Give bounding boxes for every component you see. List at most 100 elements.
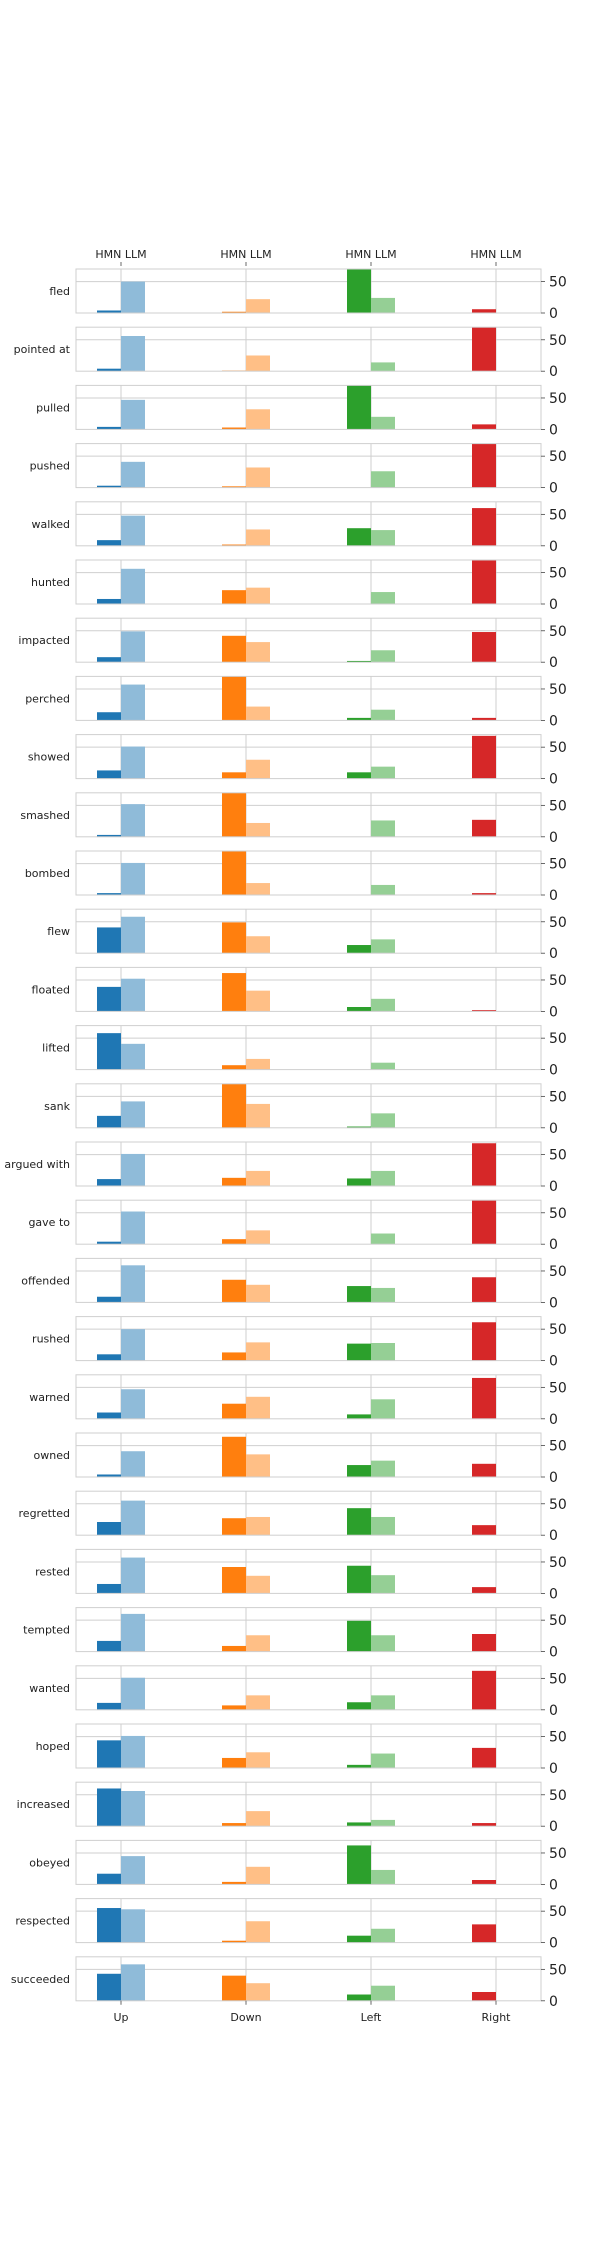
bar-hmn-left [347, 660, 371, 663]
bar-llm-down [246, 587, 270, 604]
bar-hmn-right [472, 1747, 496, 1768]
bar-llm-left [371, 1287, 395, 1303]
bar-llm-down [246, 1454, 270, 1477]
bar-hmn-down [222, 772, 246, 779]
y-tick-label: 50 [549, 391, 567, 407]
bar-llm-left [371, 1575, 395, 1594]
bar-hmn-up [97, 1354, 121, 1361]
bar-hmn-right [472, 1200, 496, 1245]
y-tick-label: 0 [549, 1470, 558, 1486]
top-tick-label: HMN LLM [345, 248, 396, 261]
bar-hmn-down [222, 1239, 246, 1245]
y-tick-label: 0 [549, 1586, 558, 1602]
bar-llm-up [121, 1735, 145, 1768]
y-tick-label: 50 [549, 1788, 567, 1804]
panel-rushed: 0 50 rushed [32, 1316, 567, 1370]
panel-warned: 0 50 warned [29, 1374, 567, 1428]
bar-hmn-down [222, 973, 246, 1012]
y-tick-label: 0 [549, 830, 558, 846]
bar-llm-up [121, 684, 145, 721]
bar-hmn-left [347, 1343, 371, 1361]
bar-llm-left [371, 766, 395, 779]
panel-pulled: 0 50 pulled [36, 384, 567, 438]
panel-wanted: 0 50 wanted [29, 1665, 567, 1719]
bar-llm-left [371, 1695, 395, 1710]
bar-hmn-down [222, 1403, 246, 1419]
bar-hmn-down [222, 1881, 246, 1885]
bar-llm-down [246, 936, 270, 954]
bar-hmn-up [97, 426, 121, 430]
panel-gave-to: 0 50 gave to [28, 1199, 567, 1253]
top-tick-label: HMN LLM [95, 248, 146, 261]
bar-llm-down [246, 642, 270, 663]
bar-llm-left [371, 998, 395, 1012]
row-label: pulled [36, 401, 70, 414]
bar-hmn-down [222, 676, 246, 721]
panel-perched: 0 50 perched [25, 675, 567, 729]
bar-llm-down [246, 883, 270, 895]
bar-hmn-right [472, 1924, 496, 1943]
bar-llm-down [246, 1635, 270, 1652]
row-label: lifted [42, 1042, 70, 1055]
bar-llm-left [371, 1233, 395, 1245]
y-tick-label: 0 [549, 1703, 558, 1719]
bar-llm-down [246, 759, 270, 779]
bar-llm-up [121, 1211, 145, 1245]
bar-hmn-right [472, 327, 496, 372]
y-tick-label: 50 [549, 1555, 567, 1571]
row-label: sank [44, 1100, 70, 1113]
row-label: smashed [20, 809, 70, 822]
y-tick-label: 50 [549, 682, 567, 698]
bar-hmn-up [97, 1583, 121, 1594]
y-tick-label: 0 [549, 1528, 558, 1544]
y-tick-label: 50 [549, 1730, 567, 1746]
bar-hmn-right [472, 309, 496, 313]
y-tick-label: 50 [549, 740, 567, 756]
bar-hmn-down [222, 1083, 246, 1128]
row-label: tempted [23, 1624, 70, 1637]
top-tick-label: HMN LLM [220, 248, 271, 261]
panel-offended: 0 50 offended [21, 1257, 567, 1311]
bar-llm-down [246, 1983, 270, 2001]
bar-llm-left [371, 1399, 395, 1419]
y-tick-label: 50 [549, 1613, 567, 1629]
bar-llm-up [121, 1153, 145, 1186]
row-label: owned [34, 1449, 70, 1462]
panel-floated: 0 50 floated [32, 966, 567, 1020]
row-label: fled [49, 285, 70, 298]
bar-hmn-up [97, 834, 121, 837]
x-category-label: Up [113, 2011, 128, 2024]
panel-frame [75, 1374, 542, 1420]
bar-llm-down [246, 706, 270, 721]
bar-llm-down [246, 1811, 270, 1827]
bar-hmn-down [222, 1436, 246, 1477]
panel-frame [75, 850, 542, 896]
bar-llm-down [246, 1230, 270, 1245]
bar-llm-up [121, 916, 145, 954]
panel-owned: 0 50 owned [34, 1432, 567, 1486]
bar-hmn-right [472, 893, 496, 895]
y-tick-label: 0 [549, 1877, 558, 1893]
row-label: impacted [18, 634, 70, 647]
bar-llm-up [121, 1500, 145, 1536]
bar-hmn-down [222, 1352, 246, 1361]
bar-llm-down [246, 1695, 270, 1710]
panel-frame [75, 966, 542, 1012]
panel-fled: 0 50 fled [49, 268, 567, 322]
bar-hmn-right [472, 735, 496, 779]
bar-hmn-left [347, 1764, 371, 1768]
y-tick-label: 0 [549, 1994, 558, 2010]
bar-hmn-down [222, 544, 246, 546]
bar-hmn-down [222, 1065, 246, 1070]
bar-hmn-up [97, 1115, 121, 1128]
panel-frame [75, 1723, 542, 1769]
panel-increased: 0 50 increased [17, 1781, 567, 1835]
row-label: hoped [36, 1740, 70, 1753]
panel-frame [75, 1607, 542, 1653]
panel-frame [75, 559, 542, 605]
y-tick-label: 50 [549, 275, 567, 291]
bar-hmn-right [472, 1634, 496, 1652]
bar-hmn-up [97, 1241, 121, 1245]
bar-hmn-left [347, 1822, 371, 1827]
